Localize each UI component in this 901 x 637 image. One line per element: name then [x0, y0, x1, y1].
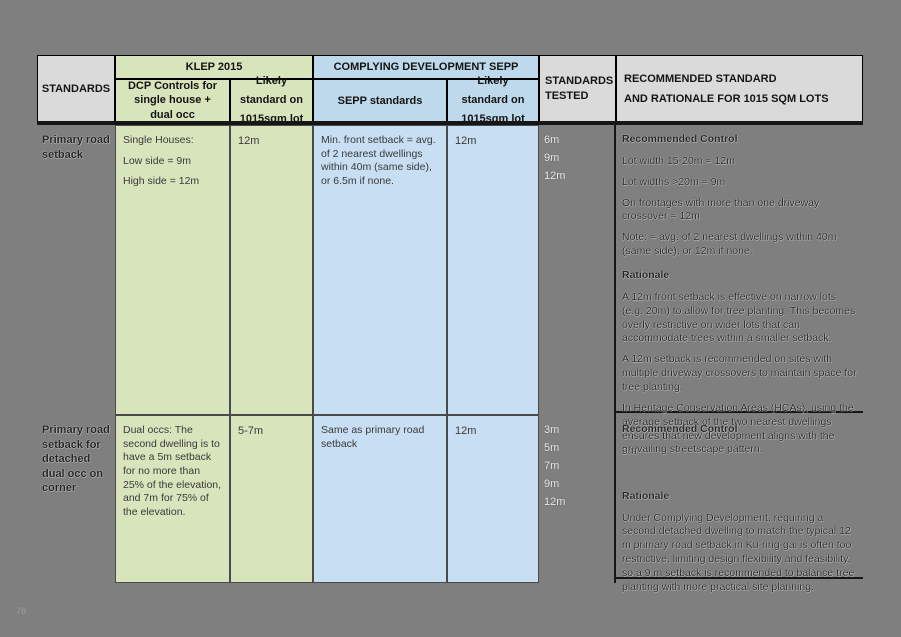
- header-klep-label: KLEP 2015: [185, 61, 243, 73]
- row1-sepp-text: Min. front setback = avg. of 2 nearest d…: [321, 134, 436, 187]
- tested-value: 12m: [544, 496, 566, 508]
- row1-sepp-likely-value: 12m: [455, 135, 477, 147]
- tested-value: 5m: [544, 442, 560, 454]
- tested-recommended-divider: [614, 125, 616, 583]
- recommended-control-line: Lot widths >20m = 9m: [622, 175, 726, 188]
- header-klep-likely: Likely standard on 1015sqm lot: [230, 75, 313, 125]
- row1-klep-likely-cell: 12m: [230, 125, 313, 415]
- recommended-control-line: On frontages with more than one driveway…: [622, 196, 820, 223]
- header-recommended: RECOMMENDED STANDARD AND RATIONALE FOR 1…: [616, 55, 863, 122]
- header-group-cdc-sepp: COMPLYING DEVELOPMENT SEPP: [313, 55, 539, 79]
- row2-recommended-cell: Recommended Control 9m Rationale Under C…: [616, 415, 863, 593]
- row2-tested-cell: 3m 5m 7m 9m 12m: [539, 415, 615, 583]
- recommended-control-line: Lot width 15-20m = 12m: [622, 154, 735, 167]
- header-sepp-standards: SEPP standards: [313, 79, 447, 122]
- row1-dcp-line: Single Houses:: [123, 134, 194, 146]
- row2-klep-likely-cell: 5-7m: [230, 415, 313, 583]
- row2-sepp-likely-cell: 12m: [447, 415, 539, 583]
- row2-dcp-cell: Dual occs: The second dwelling is to hav…: [115, 415, 230, 583]
- rationale-heading: Rationale: [622, 489, 670, 502]
- tested-value: 3m: [544, 424, 560, 436]
- tested-value: 12m: [544, 170, 566, 182]
- row1-recommended-cell: Recommended Control Lot width 15-20m = 1…: [616, 125, 863, 455]
- row2-sepp-text: Same as primary road setback: [321, 424, 425, 450]
- rationale-heading: Rationale: [622, 269, 670, 282]
- rationale-paragraph: A 12m front setback is effective on narr…: [622, 290, 856, 345]
- row1-standard-label: Primary road setback: [37, 125, 115, 415]
- header-standards-tested-label: STANDARDS TESTED: [545, 75, 614, 102]
- row1-klep-likely-value: 12m: [238, 135, 260, 147]
- row1-tested-cell: 6m 9m 12m: [539, 125, 615, 415]
- header-group-klep: KLEP 2015: [115, 55, 313, 79]
- tested-value: 9m: [544, 478, 560, 490]
- row1-dcp-line: High side = 12m: [123, 175, 200, 188]
- header-sepp-standards-label: SEPP standards: [337, 94, 423, 107]
- header-recommended-line1: RECOMMENDED STANDARD: [624, 72, 777, 85]
- header-standards-label: STANDARDS: [41, 82, 111, 95]
- header-bottom-rule: [37, 121, 863, 125]
- row2-standard-label: Primary road setback for detached dual o…: [37, 415, 115, 583]
- row1-sepp-likely-cell: 12m: [447, 125, 539, 415]
- header-standards: STANDARDS: [37, 55, 115, 122]
- row2-standard-text: Primary road setback for detached dual o…: [42, 424, 110, 495]
- row2-dcp-line: Dual occs: The second dwelling is to hav…: [123, 424, 222, 518]
- recommended-control-line: 9m: [622, 444, 637, 457]
- recommended-control-heading: Recommended Control: [622, 423, 738, 435]
- header-standards-tested: STANDARDS TESTED: [539, 55, 616, 122]
- header-sepp-likely: Likely standard on 1015sqm lot: [447, 75, 539, 125]
- header-cdc-sepp-label: COMPLYING DEVELOPMENT SEPP: [333, 61, 519, 73]
- rationale-paragraph: In Heritage Conservation Areas (HCAs), u…: [622, 401, 854, 456]
- rationale-paragraph: A 12m setback is recommended on sites wi…: [622, 353, 857, 394]
- recommended-control-heading: Recommended Control: [622, 133, 738, 145]
- recommended-control-line: Note: = avg. of 2 nearest dwellings with…: [622, 231, 837, 258]
- header-recommended-line2: AND RATIONALE FOR 1015 SQM LOTS: [624, 92, 829, 105]
- header-dcp-controls-label: DCP Controls for single house + dual occ: [127, 80, 218, 121]
- tested-value: 9m: [544, 152, 560, 164]
- row1-standard-text: Primary road setback: [42, 134, 110, 161]
- rationale-paragraph: Under Complying Development, requiring a…: [622, 511, 855, 593]
- header-dcp-controls: DCP Controls for single house + dual occ: [115, 79, 230, 122]
- row1-dcp-line: Low side = 9m: [123, 154, 191, 167]
- tested-value: 7m: [544, 460, 560, 472]
- row2-sepp-likely-value: 12m: [455, 425, 477, 437]
- row1-dcp-cell: Single Houses: Low side = 9m High side =…: [115, 125, 230, 415]
- spacer: [622, 466, 859, 490]
- row2-klep-likely-value: 5-7m: [238, 425, 264, 437]
- row2-sepp-cell: Same as primary road setback: [313, 415, 447, 583]
- tested-value: 6m: [544, 134, 560, 146]
- row1-sepp-cell: Min. front setback = avg. of 2 nearest d…: [313, 125, 447, 415]
- page-number: 76: [16, 606, 27, 616]
